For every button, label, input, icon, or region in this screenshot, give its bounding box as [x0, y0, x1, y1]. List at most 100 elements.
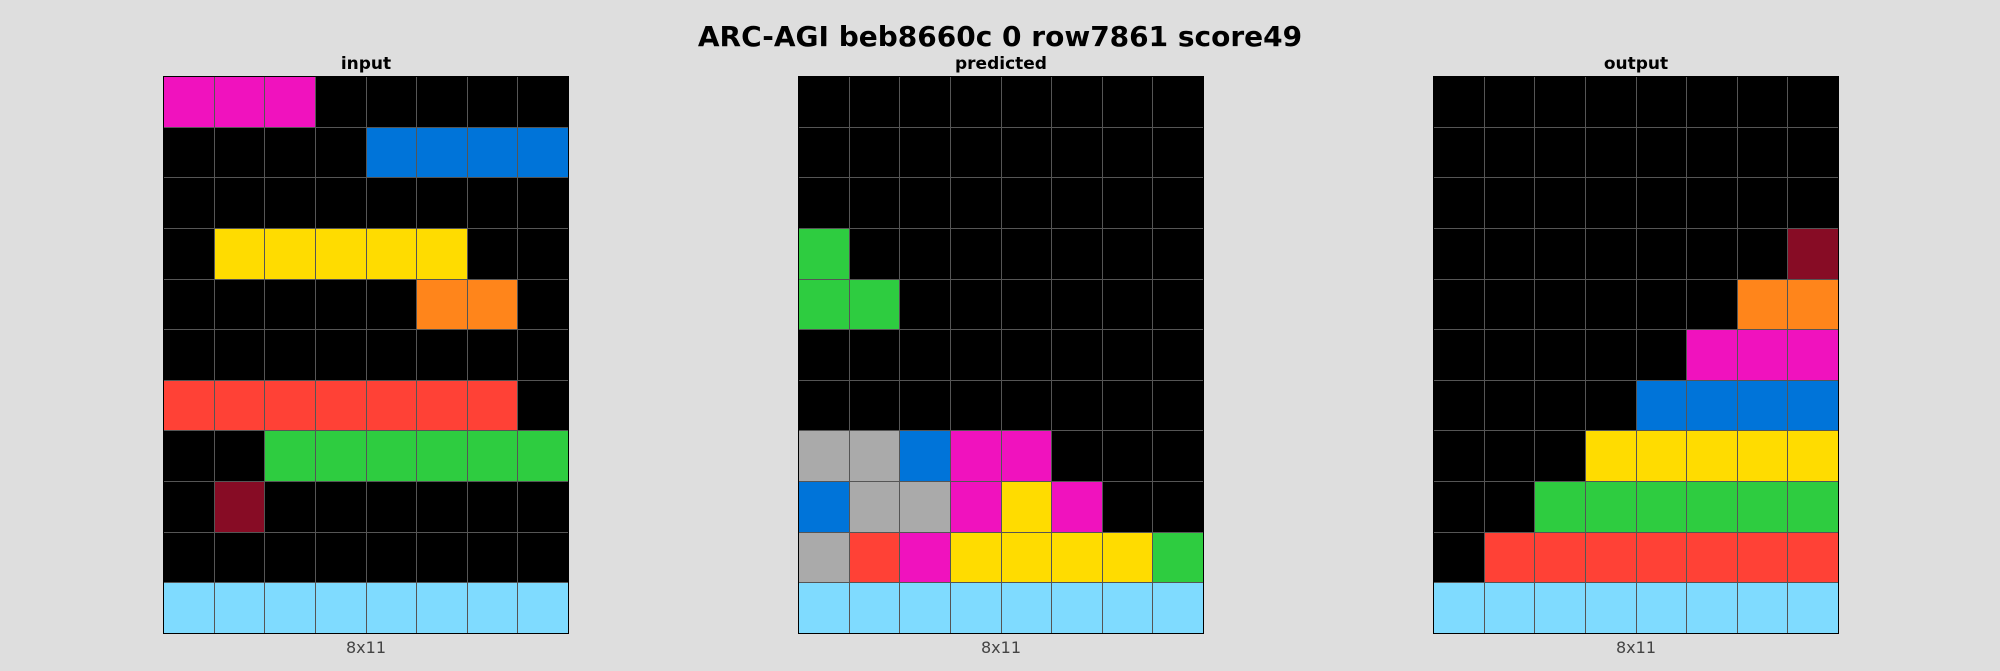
grid-cell: [1737, 127, 1788, 178]
grid-cell: [1102, 431, 1153, 482]
grid-cell: [1636, 431, 1687, 482]
grid-cell: [1535, 532, 1585, 583]
grid-cell: [1535, 431, 1585, 482]
grid-cell: [1434, 380, 1484, 431]
grid-cell: [1636, 330, 1687, 380]
grid-cell: [315, 482, 366, 532]
grid-cell: [950, 127, 1001, 178]
grid-cell: [1434, 532, 1484, 583]
grid-cell: [1052, 431, 1102, 482]
grid-cell: [518, 127, 568, 178]
grid-cell: [518, 77, 568, 127]
grid-cell: [467, 532, 518, 583]
grid-cell: [1434, 279, 1484, 330]
grid-cell: [265, 228, 315, 279]
grid-cell: [1102, 532, 1153, 583]
grid-cell: [1535, 228, 1585, 279]
grid-cell: [950, 279, 1001, 330]
grid-cell: [1636, 532, 1687, 583]
grid-cell: [1585, 583, 1636, 633]
grid-cell: [799, 380, 849, 431]
grid-cell: [315, 532, 366, 583]
grid-cell: [366, 127, 417, 178]
grid-cell: [1687, 279, 1737, 330]
grid-cell: [1737, 532, 1788, 583]
grid-cell: [1484, 279, 1535, 330]
grid-cell: [214, 431, 265, 482]
grid-cell: [1585, 127, 1636, 178]
grid-cell: [417, 77, 467, 127]
grid-cell: [315, 127, 366, 178]
grid-cell: [1585, 380, 1636, 431]
grid-cell: [1788, 330, 1838, 380]
grid-cell: [1484, 380, 1535, 431]
grid-cell: [1102, 77, 1153, 127]
grid-cell: [1737, 279, 1788, 330]
grid-cell: [265, 380, 315, 431]
grid-cell: [1102, 127, 1153, 178]
grid-cell: [1434, 127, 1484, 178]
grid-cell: [366, 178, 417, 228]
grid-cell: [164, 228, 214, 279]
grid-cell: [1001, 228, 1052, 279]
grid-cell: [900, 127, 950, 178]
grid-cell: [1484, 330, 1535, 380]
grid-cell: [849, 431, 900, 482]
grid-cell: [849, 482, 900, 532]
grid-cell: [1687, 583, 1737, 633]
grid-cell: [950, 482, 1001, 532]
grid-cell: [799, 228, 849, 279]
grid-cell: [1636, 77, 1687, 127]
grid-cell: [1535, 583, 1585, 633]
grid-cell: [1434, 482, 1484, 532]
grid-cell: [849, 127, 900, 178]
grid-cell: [315, 77, 366, 127]
grid-cell: [1636, 127, 1687, 178]
grid-cell: [1001, 330, 1052, 380]
grid-cell: [799, 532, 849, 583]
grid-cell: [214, 279, 265, 330]
grid-cell: [1052, 380, 1102, 431]
grid-cell: [1737, 380, 1788, 431]
grid-cell: [1585, 279, 1636, 330]
grid-cell: [1788, 279, 1838, 330]
grid-cell: [467, 228, 518, 279]
grid-cell: [417, 330, 467, 380]
grid-cell: [518, 583, 568, 633]
grid-cell: [1052, 482, 1102, 532]
grid-cell: [1687, 178, 1737, 228]
grid-cell: [1484, 583, 1535, 633]
grid-cell: [1687, 228, 1737, 279]
input-panel: input 8x11: [163, 54, 569, 657]
grid-cell: [1001, 127, 1052, 178]
grid-cell: [1434, 178, 1484, 228]
grid-cell: [315, 380, 366, 431]
grid-cell: [900, 228, 950, 279]
grid-cell: [467, 279, 518, 330]
predicted-label: predicted: [955, 54, 1047, 74]
grid-cell: [1153, 532, 1203, 583]
grid-cell: [1585, 532, 1636, 583]
grid-cell: [164, 532, 214, 583]
grid-cell: [950, 178, 1001, 228]
grid-cell: [900, 380, 950, 431]
grid-cell: [1001, 77, 1052, 127]
grid-cell: [1102, 583, 1153, 633]
grid-cell: [1102, 228, 1153, 279]
grid-cell: [1153, 228, 1203, 279]
grid-cell: [366, 380, 417, 431]
grid-cell: [1535, 330, 1585, 380]
grid-cell: [315, 330, 366, 380]
grid-cell: [1788, 380, 1838, 431]
grid-cell: [417, 127, 467, 178]
grid-cell: [1636, 482, 1687, 532]
grid-cell: [1052, 279, 1102, 330]
grid-cell: [265, 482, 315, 532]
grid-cell: [1788, 228, 1838, 279]
grid-cell: [950, 380, 1001, 431]
grid-cell: [417, 482, 467, 532]
grid-cell: [1434, 431, 1484, 482]
grid-cell: [265, 77, 315, 127]
grid-cell: [1001, 583, 1052, 633]
grid-cell: [1585, 77, 1636, 127]
